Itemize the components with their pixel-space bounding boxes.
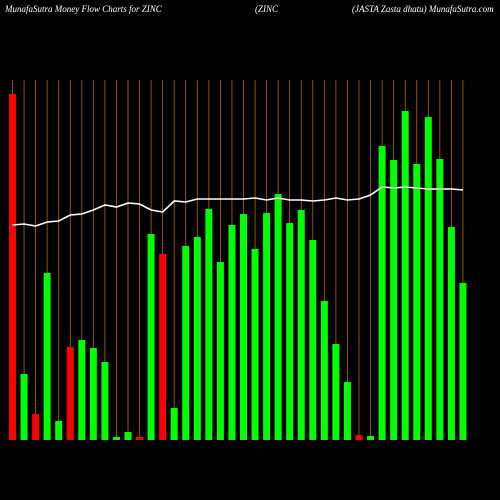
bar [182, 246, 190, 440]
bar [355, 435, 363, 440]
bar [124, 432, 132, 440]
bar [274, 194, 282, 440]
bar [240, 214, 247, 440]
bar [390, 160, 398, 440]
bar [263, 213, 271, 440]
bar [309, 240, 317, 440]
bar [378, 146, 386, 440]
bar [193, 237, 201, 440]
bar [170, 408, 178, 440]
bar [343, 382, 351, 440]
bar [112, 437, 120, 440]
bar [159, 254, 167, 440]
bar [424, 117, 432, 440]
bar [66, 347, 74, 440]
bar [136, 437, 144, 440]
bar [251, 249, 259, 440]
bar [147, 234, 155, 440]
bar [297, 210, 305, 440]
annotation: (JASTA Zasta dhatu) MunafaSutra.com [352, 4, 494, 14]
bar [367, 436, 375, 440]
bar [216, 262, 224, 440]
bar [89, 348, 97, 440]
line [12, 186, 464, 227]
bar [401, 111, 409, 440]
bar [447, 227, 455, 440]
bar [459, 283, 467, 440]
bar [205, 209, 213, 440]
bar [286, 223, 294, 440]
bar [332, 344, 340, 440]
bar [78, 340, 86, 440]
bar [413, 164, 421, 440]
bar [101, 362, 109, 440]
bar [43, 273, 51, 440]
bar [436, 159, 444, 440]
chart-title: MunafaSutra Money Flow Charts for ZINC [4, 4, 163, 14]
bar [9, 94, 16, 440]
bar [228, 225, 236, 440]
bar [320, 301, 328, 440]
bar [55, 421, 63, 440]
marks [9, 94, 467, 440]
bar [32, 414, 40, 440]
bar [20, 374, 28, 440]
chart-subtitle: (ZINC [255, 4, 279, 14]
